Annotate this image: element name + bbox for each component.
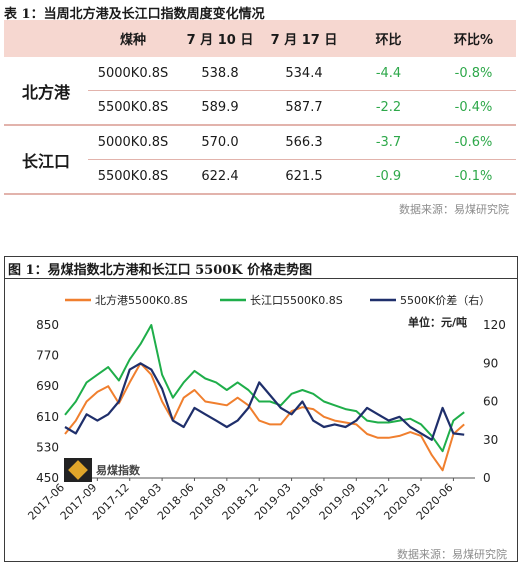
series-line-2: [64, 324, 465, 453]
header-change: 环比: [346, 20, 431, 57]
header-change-pct: 环比%: [431, 20, 516, 57]
table-row: 长江口 5000K0.8S 570.0 566.3 -3.7 -0.6%: [4, 125, 516, 195]
y-left-tick-label: 850: [36, 318, 59, 332]
group-label-north-port: 北方港: [4, 57, 88, 126]
y-right-tick-label: 120: [483, 318, 506, 332]
group-label-yangtze-estuary: 长江口: [4, 125, 88, 195]
coal-type-cell: 5000K0.8S: [88, 125, 178, 160]
logo-text: 易煤指数: [96, 464, 140, 477]
y-left-tick-label: 690: [36, 379, 59, 393]
change-pct-cell: -0.1%: [431, 159, 516, 195]
coal-type-cell: 5500K0.8S: [88, 90, 178, 126]
jul10-cell: 622.4: [178, 159, 262, 195]
change-cell: -3.7: [346, 125, 431, 160]
table-title: 表 1：当周北方港及长江口指数周度变化情况: [4, 7, 265, 22]
jul17-cell: 587.7: [262, 90, 346, 126]
yimei-logo: 易煤指数: [64, 458, 156, 482]
jul17-cell: 534.4: [262, 57, 346, 91]
weekly-index-table: 煤种 7 月 10 日 7 月 17 日 环比 环比% 北方港 5000K0.8…: [4, 20, 516, 195]
y-left-tick-label: 450: [36, 471, 59, 485]
series-line-1: [64, 362, 465, 472]
coal-type-cell: 5000K0.8S: [88, 57, 178, 91]
table-row: 5500K0.8S 589.9 587.7 -2.2 -0.4%: [4, 90, 516, 126]
price-trend-chart: 45053061069077085003060901202017-062017-…: [25, 293, 506, 523]
legend-label: 长江口5500K0.8S: [250, 294, 343, 307]
legend-label: 5500K价差（右）: [400, 293, 490, 307]
change-cell: -4.4: [346, 57, 431, 91]
change-cell: -2.2: [346, 90, 431, 126]
header-jul10: 7 月 10 日: [178, 20, 262, 57]
unit-label: 单位：元/吨: [408, 315, 467, 329]
jul10-cell: 589.9: [178, 90, 262, 126]
change-pct-cell: -0.6%: [431, 125, 516, 160]
table-source-note: 数据来源：易煤研究院: [399, 203, 509, 216]
figure-source-note: 数据来源：易煤研究院: [397, 548, 507, 561]
y-left-tick-label: 770: [36, 349, 59, 363]
jul17-cell: 566.3: [262, 125, 346, 160]
y-left-tick-label: 530: [36, 440, 59, 454]
header-blank: [4, 20, 88, 57]
figure-title: 图 1：易煤指数北方港和长江口 5500K 价格走势图: [8, 263, 313, 278]
figure-frame: [4, 256, 518, 562]
table-header-row: 煤种 7 月 10 日 7 月 17 日 环比 环比%: [4, 20, 516, 57]
y-right-tick-label: 0: [483, 471, 491, 485]
table-row: 北方港 5000K0.8S 538.8 534.4 -4.4 -0.8%: [4, 57, 516, 126]
change-pct-cell: -0.8%: [431, 57, 516, 91]
yimei-logo-icon: [64, 458, 92, 482]
y-right-tick-label: 90: [483, 356, 498, 370]
y-right-tick-label: 30: [483, 433, 498, 447]
legend-label: 北方港5500K0.8S: [95, 293, 188, 307]
jul17-cell: 621.5: [262, 159, 346, 195]
series-line-3: [64, 362, 465, 441]
header-jul17: 7 月 17 日: [262, 20, 346, 57]
change-cell: -0.9: [346, 159, 431, 195]
change-pct-cell: -0.4%: [431, 90, 516, 126]
header-coal-type: 煤种: [88, 20, 178, 57]
figure-title-divider: [4, 278, 518, 279]
y-right-tick-label: 60: [483, 395, 498, 409]
y-left-tick-label: 610: [36, 410, 59, 424]
jul10-cell: 570.0: [178, 125, 262, 160]
jul10-cell: 538.8: [178, 57, 262, 91]
table-row: 5500K0.8S 622.4 621.5 -0.9 -0.1%: [4, 159, 516, 195]
coal-type-cell: 5500K0.8S: [88, 159, 178, 195]
